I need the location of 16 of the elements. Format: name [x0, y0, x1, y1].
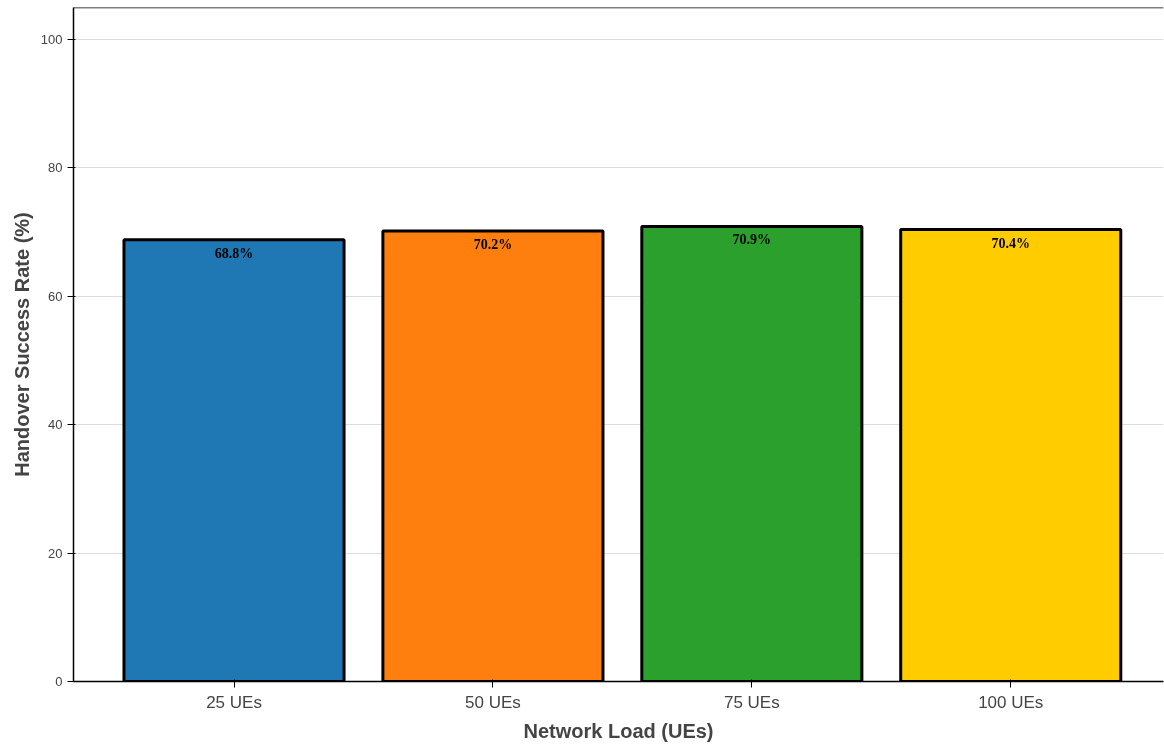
x-tick-label: 100 UEs — [978, 692, 1044, 712]
y-tick-label: 60 — [48, 288, 63, 304]
data-label: 70.2% — [473, 236, 513, 252]
y-tick-label: 40 — [48, 417, 63, 433]
y-tick-label: 20 — [48, 545, 63, 561]
x-tick-label: 25 UEs — [206, 692, 262, 712]
x-axis-title: Network Load (UEs) — [523, 719, 714, 742]
data-label: 70.4% — [991, 235, 1030, 251]
y-tick-label: 0 — [55, 674, 63, 689]
data-label: 68.8% — [214, 245, 254, 261]
data-label: 70.9% — [732, 232, 772, 248]
y-tick-label: 80 — [48, 160, 63, 176]
y-axis-title: Handover Success Rate (%) — [10, 212, 33, 477]
y-tick-label: 100 — [40, 32, 63, 48]
x-tick-label: 50 UEs — [465, 692, 521, 712]
x-tick-label: 75 UEs — [723, 692, 780, 712]
